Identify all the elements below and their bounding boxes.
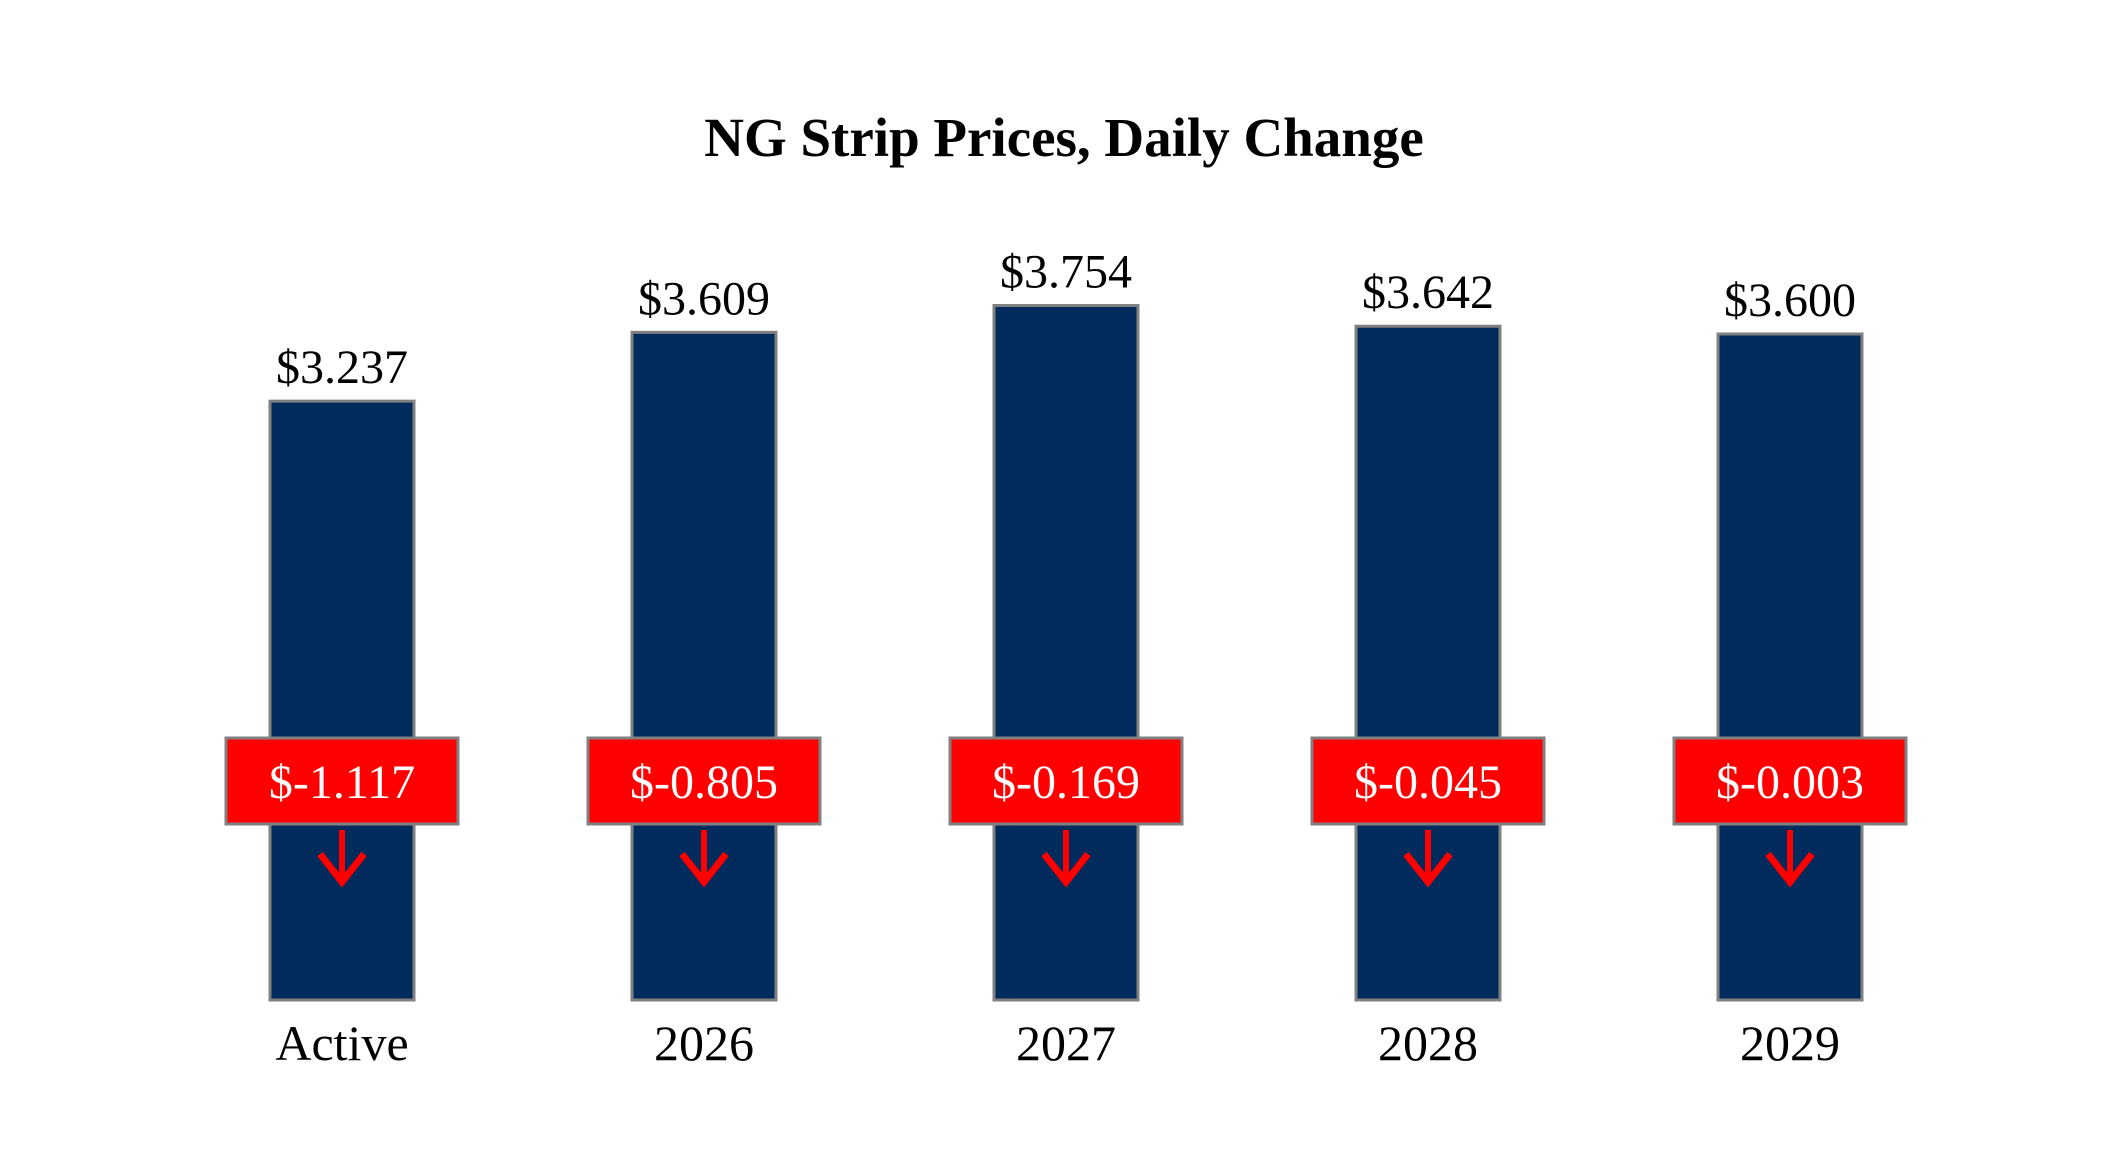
bar bbox=[1354, 324, 1502, 1002]
daily-change-box bbox=[586, 736, 822, 826]
bar-value-label: $3.609 bbox=[638, 272, 770, 325]
category-label: 2028 bbox=[1378, 1015, 1478, 1071]
category-label: Active bbox=[275, 1015, 408, 1071]
daily-change-label: $-1.117 bbox=[269, 756, 415, 809]
bar bbox=[630, 330, 778, 1002]
bar-value-label: $3.642 bbox=[1362, 266, 1494, 319]
bars-group: $3.237 Active $-1.117 $3.609 2026 $-0.805 $3.7… bbox=[224, 246, 1908, 1071]
down-arrow-icon bbox=[1041, 830, 1091, 888]
daily-change-label: $-0.003 bbox=[1716, 756, 1864, 809]
down-arrow-icon bbox=[679, 830, 729, 888]
bar bbox=[992, 304, 1140, 1002]
daily-change-box bbox=[224, 736, 460, 826]
bar-value-label: $3.600 bbox=[1724, 274, 1856, 327]
daily-change-box bbox=[948, 736, 1184, 826]
bar bbox=[268, 399, 416, 1002]
down-arrow-icon bbox=[317, 830, 367, 888]
chart-title: NG Strip Prices, Daily Change bbox=[704, 107, 1424, 168]
bar-value-label: $3.754 bbox=[1000, 246, 1132, 299]
category-label: 2026 bbox=[654, 1015, 754, 1071]
daily-change-box bbox=[1310, 736, 1546, 826]
daily-change-label: $-0.805 bbox=[630, 756, 778, 809]
category-label: 2027 bbox=[1016, 1015, 1116, 1071]
daily-change-label: $-0.045 bbox=[1354, 756, 1502, 809]
bar bbox=[1716, 332, 1864, 1002]
down-arrow-icon bbox=[1403, 830, 1453, 888]
daily-change-box bbox=[1672, 736, 1908, 826]
down-arrow-icon bbox=[1765, 830, 1815, 888]
category-label: 2029 bbox=[1740, 1015, 1840, 1071]
daily-change-label: $-0.169 bbox=[992, 756, 1140, 809]
bar-value-label: $3.237 bbox=[276, 341, 408, 394]
